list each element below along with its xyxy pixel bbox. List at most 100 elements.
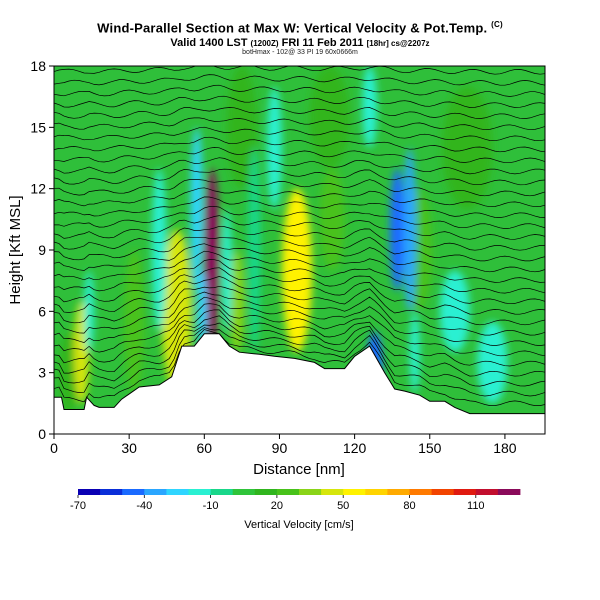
colorbar-swatch-19 — [497, 489, 521, 495]
colorbar-tick-label--10: -10 — [203, 500, 219, 512]
colorbar-swatch-14 — [387, 489, 410, 495]
colorbar-swatch-8 — [254, 489, 278, 495]
y-tick-label-9: 9 — [38, 242, 46, 258]
colorbar-tick-label--40: -40 — [136, 500, 152, 512]
contour-line-9 — [54, 276, 545, 315]
colorbar-swatch-16 — [431, 489, 455, 495]
y-tick-label-18: 18 — [30, 58, 46, 74]
colorbar-swatch-6 — [210, 489, 234, 495]
plot-area — [54, 43, 545, 434]
contour-line-1 — [54, 327, 545, 397]
x-tick-label-150: 150 — [418, 440, 442, 456]
contour-line-11 — [54, 259, 545, 294]
downdraft-region-20 — [389, 168, 405, 291]
downdraft-region-15 — [196, 270, 207, 353]
downdraft-region-24 — [477, 321, 508, 404]
colorbar-tick-label--70: -70 — [70, 500, 86, 512]
contour-line-20 — [54, 179, 545, 197]
contour-line-24 — [54, 136, 545, 153]
colorbar-swatch-3 — [144, 489, 167, 495]
x-axis-label: Distance [nm] — [253, 461, 345, 478]
downdraft-region-22 — [409, 311, 420, 394]
contour-line-13 — [54, 243, 545, 273]
contour-line-10 — [54, 267, 545, 305]
contour-line-33 — [54, 43, 545, 52]
updraft-region-11 — [442, 86, 493, 210]
contour-line-26 — [54, 117, 545, 131]
contour-line-3 — [54, 315, 545, 377]
colorbar-swatch-1 — [100, 489, 123, 495]
y-axis-label: Height [Kft MSL] — [7, 195, 24, 304]
colorbar-swatch-10 — [299, 489, 322, 495]
y-tick-label-12: 12 — [30, 181, 46, 197]
chart-title: Wind-Parallel Section at Max W: Vertical… — [97, 20, 503, 36]
colorbar-swatch-15 — [409, 489, 432, 495]
updraft-region-2 — [124, 249, 145, 394]
contour-line-31 — [54, 66, 545, 75]
contour-line-32 — [54, 54, 545, 63]
downdraft-region-23 — [439, 270, 470, 353]
colorbar-swatch-7 — [232, 489, 256, 495]
contour-line-12 — [54, 250, 545, 283]
contour-line-6 — [54, 296, 545, 346]
downdraft-region-16 — [221, 209, 232, 332]
colorbar-tick-label-50: 50 — [337, 500, 349, 512]
contour-line-23 — [54, 147, 545, 164]
contour-line-27 — [54, 107, 545, 119]
updraft-region-6 — [281, 188, 313, 353]
terrain — [54, 333, 545, 434]
chart-subtitle: botHmax - 102@ 33 PI 19 60x0666m — [242, 49, 358, 56]
y-tick-label-3: 3 — [38, 365, 46, 381]
downdraft-region-25 — [362, 66, 378, 148]
contour-line-17 — [54, 205, 545, 229]
downdraft-region-18 — [266, 86, 282, 210]
downdraft-region-12 — [84, 270, 95, 353]
colorbar-swatch-18 — [475, 489, 499, 495]
contour-line-30 — [54, 74, 545, 86]
contour-line-2 — [54, 322, 545, 387]
colorbar-swatch-17 — [453, 489, 477, 495]
colorbar-swatch-5 — [188, 489, 211, 495]
downdraft-region-14 — [190, 127, 204, 291]
contour-line-29 — [54, 84, 545, 97]
contour-line-15 — [54, 225, 545, 251]
downdraft-region-17 — [248, 147, 261, 353]
y-tick-label-0: 0 — [38, 426, 46, 442]
contour-line-19 — [54, 187, 545, 208]
y-tick-label-6: 6 — [38, 303, 46, 319]
updraft-region-10 — [226, 66, 257, 189]
colorbar-swatch-12 — [343, 489, 366, 495]
contour-line-7 — [54, 291, 545, 336]
contour-line-4 — [54, 309, 545, 367]
x-tick-label-30: 30 — [121, 440, 137, 456]
updraft-region-9 — [309, 66, 350, 169]
colorbar-swatch-11 — [321, 489, 344, 495]
colorbar-tick-label-110: 110 — [467, 500, 485, 512]
colorbar: -70 -40 -10 20 50 80 110 — [70, 489, 521, 512]
updraft-region-4 — [204, 168, 220, 353]
x-tick-label-120: 120 — [343, 440, 367, 456]
colorbar-swatch-13 — [365, 489, 388, 495]
colorbar-swatch-9 — [276, 489, 300, 495]
contour-line-21 — [54, 168, 545, 186]
x-tick-label-60: 60 — [197, 440, 213, 456]
contour-line-18 — [54, 196, 545, 218]
contour-line-14 — [54, 236, 545, 262]
downdraft-region-21 — [403, 147, 416, 312]
contour-line-0 — [54, 329, 545, 406]
chart-valid-time: Valid 1400 LST (1200Z) FRI 11 Feb 2011 [… — [170, 37, 430, 49]
contour-line-16 — [54, 215, 545, 240]
y-axis: 0 3 6 9 12 15 18 — [30, 58, 54, 442]
colorbar-swatch-2 — [122, 489, 145, 495]
x-axis: 0 30 60 90 120 150 180 — [50, 434, 517, 456]
isentrope-contours — [54, 43, 545, 406]
contour-line-28 — [54, 95, 545, 108]
colorbar-label: Vertical Velocity [cm/s] — [244, 519, 353, 531]
colorbar-swatch-4 — [166, 489, 189, 495]
y-tick-label-15: 15 — [30, 119, 46, 135]
downdraft-region-13 — [151, 168, 167, 332]
colorbar-tick-label-20: 20 — [271, 500, 283, 512]
x-tick-label-180: 180 — [493, 440, 517, 456]
colorbar-swatch-0 — [78, 489, 101, 495]
